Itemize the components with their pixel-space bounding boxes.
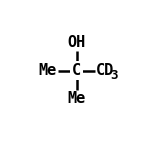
Text: OH: OH xyxy=(67,35,86,49)
Text: CD: CD xyxy=(96,63,114,78)
Text: Me: Me xyxy=(39,63,57,78)
Text: 3: 3 xyxy=(111,69,118,82)
Text: Me: Me xyxy=(67,92,86,106)
Text: C: C xyxy=(72,63,81,78)
